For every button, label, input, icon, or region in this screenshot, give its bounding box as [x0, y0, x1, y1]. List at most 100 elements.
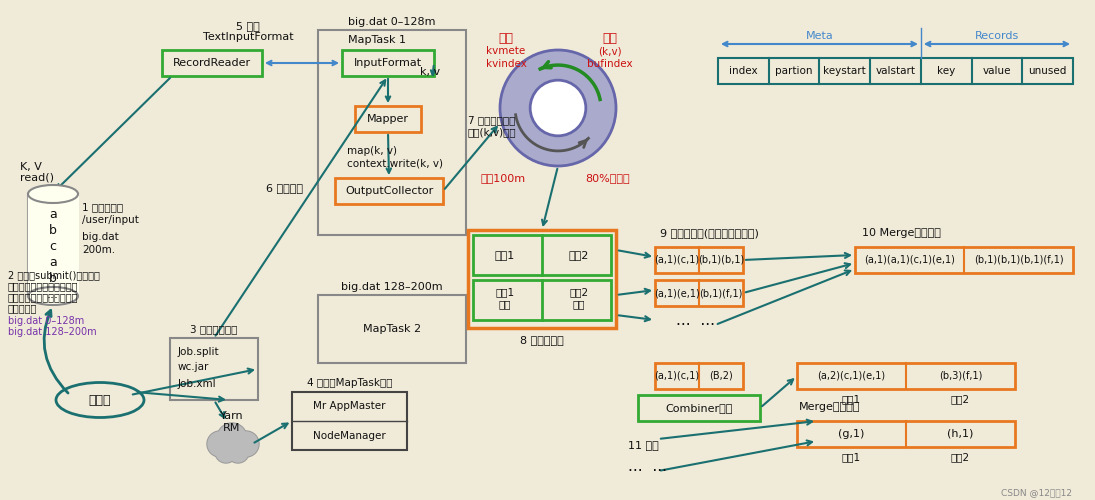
Text: big.dat: big.dat	[82, 232, 118, 242]
Bar	[318, 295, 466, 363]
Text: (a,1)(e,1): (a,1)(e,1)	[654, 288, 700, 298]
Circle shape	[233, 431, 260, 457]
Circle shape	[234, 432, 258, 456]
Text: a: a	[49, 256, 57, 270]
Bar	[797, 363, 1015, 389]
Text: 3 提交切片信息: 3 提交切片信息	[191, 324, 238, 334]
Text: InputFormat: InputFormat	[354, 58, 422, 68]
Text: ···  ···: ··· ···	[676, 318, 715, 332]
Text: Mr AppMaster: Mr AppMaster	[313, 401, 385, 411]
Text: Yarn: Yarn	[220, 411, 244, 421]
Text: Mapper: Mapper	[367, 114, 410, 124]
Text: Job.split: Job.split	[178, 347, 220, 357]
Bar	[855, 247, 1073, 273]
Text: (b,1)(b,1): (b,1)(b,1)	[698, 255, 745, 265]
Text: 待处理数据的信息，然后根: 待处理数据的信息，然后根	[8, 281, 79, 291]
Circle shape	[227, 441, 249, 463]
Text: 5 默认: 5 默认	[237, 21, 260, 31]
Bar	[355, 106, 420, 132]
Text: 索引: 索引	[498, 32, 514, 44]
Text: (b,1)(b,1)(b,1)(f,1): (b,1)(b,1)(b,1)(f,1)	[973, 255, 1063, 265]
Ellipse shape	[28, 287, 78, 305]
Text: (k,v): (k,v)	[598, 46, 622, 56]
Text: K, V: K, V	[20, 162, 42, 172]
Circle shape	[218, 424, 246, 452]
Text: 分区1: 分区1	[842, 452, 861, 462]
Text: (a,1)(c,1): (a,1)(c,1)	[655, 371, 700, 381]
Text: b: b	[49, 272, 57, 285]
Bar	[162, 50, 262, 76]
Text: CSDN @12十二12: CSDN @12十二12	[1001, 488, 1072, 498]
Text: (h,1): (h,1)	[947, 429, 973, 439]
Circle shape	[530, 80, 586, 136]
Text: MapTask 2: MapTask 2	[362, 324, 422, 334]
Text: 10 Merge归并排序: 10 Merge归并排序	[862, 228, 941, 238]
Text: big.dat 0–128m: big.dat 0–128m	[348, 17, 436, 27]
Bar	[335, 178, 443, 204]
Text: Combiner合并: Combiner合并	[666, 403, 733, 413]
Text: Records: Records	[975, 31, 1019, 41]
Text: (a,1)(a,1)(c,1)(e,1): (a,1)(a,1)(c,1)(e,1)	[864, 255, 955, 265]
Text: keystart: keystart	[823, 66, 866, 76]
Bar	[292, 392, 407, 450]
Text: value: value	[982, 66, 1011, 76]
Text: 6 逻辑运算: 6 逻辑运算	[265, 183, 302, 193]
Bar	[170, 338, 258, 400]
Text: kvmete: kvmete	[486, 46, 526, 56]
Bar	[473, 280, 611, 320]
Text: 200m.: 200m.	[82, 245, 115, 255]
Text: big.dat 0–128m: big.dat 0–128m	[8, 316, 84, 326]
Bar	[468, 230, 616, 328]
Text: bufindex: bufindex	[587, 59, 633, 69]
Circle shape	[500, 50, 616, 166]
Bar	[655, 247, 744, 273]
Text: 分区2: 分区2	[950, 394, 970, 404]
Text: partion: partion	[775, 66, 812, 76]
Text: (a,2)(c,1)(e,1): (a,2)(c,1)(e,1)	[818, 371, 886, 381]
Text: 分区1: 分区1	[842, 394, 861, 404]
Text: 客户端: 客户端	[89, 394, 112, 406]
Text: 分区2: 分区2	[950, 452, 970, 462]
Text: 写入(k,v)数据: 写入(k,v)数据	[468, 127, 517, 137]
Text: ...: ...	[47, 288, 59, 302]
Bar	[473, 235, 611, 275]
Bar	[718, 58, 1073, 84]
Text: 分区1
排序: 分区1 排序	[495, 287, 515, 309]
Bar	[638, 395, 760, 421]
Circle shape	[208, 432, 232, 456]
Circle shape	[215, 441, 237, 463]
Text: (g,1): (g,1)	[839, 429, 865, 439]
Bar	[655, 363, 744, 389]
Text: 1 待处理文件: 1 待处理文件	[82, 202, 123, 212]
Text: read(): read()	[20, 173, 54, 183]
Text: c: c	[49, 240, 57, 254]
Text: 数据: 数据	[602, 32, 618, 44]
Text: MapTask 1: MapTask 1	[348, 35, 406, 45]
Text: 8 分区、排序: 8 分区、排序	[520, 335, 564, 345]
Text: wc.jar: wc.jar	[178, 362, 209, 372]
Text: context.write(k, v): context.write(k, v)	[347, 158, 443, 168]
Bar	[655, 280, 744, 306]
Text: kvindex: kvindex	[485, 59, 527, 69]
Text: k, v: k, v	[420, 67, 440, 77]
Text: 4 计算出MapTask数量: 4 计算出MapTask数量	[307, 378, 392, 388]
Text: RM: RM	[223, 423, 241, 433]
Bar	[797, 421, 1015, 447]
Text: 2 客户端submit()前，获取: 2 客户端submit()前，获取	[8, 270, 100, 280]
Text: 据参数配置，形成一个任务: 据参数配置，形成一个任务	[8, 292, 79, 302]
Bar	[342, 50, 434, 76]
Text: 7 向环形缓冲区: 7 向环形缓冲区	[468, 115, 516, 125]
Text: b: b	[49, 224, 57, 237]
Text: Job.xml: Job.xml	[178, 379, 217, 389]
Text: 9 溢出到文件(分区且区内有序): 9 溢出到文件(分区且区内有序)	[660, 228, 759, 238]
Text: 80%后反向: 80%后反向	[586, 173, 631, 183]
Text: NodeManager: NodeManager	[313, 431, 385, 441]
Circle shape	[228, 442, 247, 462]
Text: (a,1)(c,1): (a,1)(c,1)	[655, 255, 700, 265]
Bar	[318, 30, 466, 235]
Text: TextInputFormat: TextInputFormat	[203, 32, 293, 42]
Ellipse shape	[56, 382, 145, 418]
Text: (b,1)(f,1): (b,1)(f,1)	[700, 288, 742, 298]
Text: 分配的规划: 分配的规划	[8, 303, 37, 313]
Text: 分区2: 分区2	[568, 250, 589, 260]
